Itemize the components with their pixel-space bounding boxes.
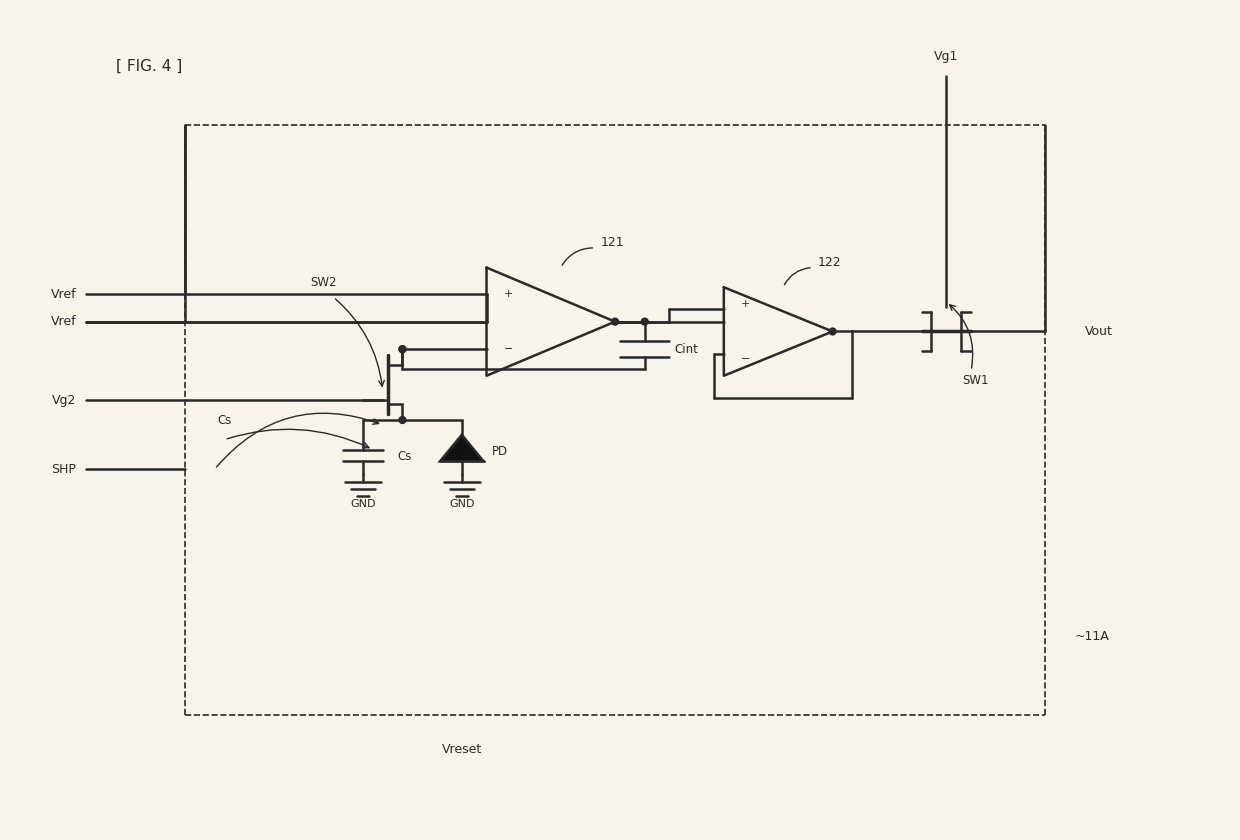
Text: PD: PD (491, 445, 507, 458)
Text: 122: 122 (817, 256, 842, 269)
Circle shape (611, 318, 619, 325)
Text: SW1: SW1 (962, 374, 990, 387)
Text: Vref: Vref (51, 315, 76, 328)
Text: −: − (740, 354, 750, 364)
Text: −: − (503, 344, 513, 354)
Text: Vreset: Vreset (441, 743, 482, 756)
Text: Cs: Cs (398, 450, 412, 463)
Text: Vref: Vref (51, 287, 76, 301)
Circle shape (641, 318, 649, 325)
Circle shape (399, 346, 405, 353)
Text: Vg2: Vg2 (52, 394, 76, 407)
Text: ~11A: ~11A (1075, 630, 1110, 643)
Text: SW2: SW2 (310, 276, 336, 289)
Text: Vout: Vout (1085, 325, 1112, 338)
Circle shape (399, 417, 405, 423)
Text: GND: GND (350, 499, 376, 508)
Text: Vg1: Vg1 (934, 50, 959, 63)
Text: [ FIG. 4 ]: [ FIG. 4 ] (115, 59, 182, 73)
Text: GND: GND (449, 499, 475, 508)
Text: +: + (503, 289, 513, 299)
Text: Cs: Cs (217, 413, 232, 427)
Text: SHP: SHP (51, 463, 76, 475)
Text: Cint: Cint (675, 343, 698, 355)
Text: 121: 121 (600, 237, 624, 249)
Circle shape (830, 328, 836, 335)
Circle shape (399, 346, 405, 353)
Polygon shape (440, 435, 484, 461)
Text: +: + (740, 299, 750, 309)
